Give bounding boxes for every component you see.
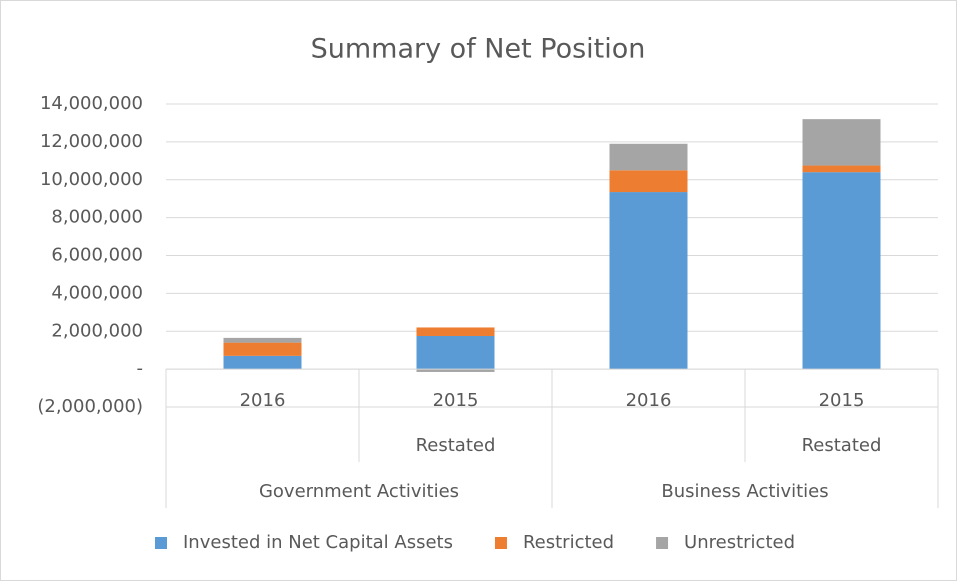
y-tick-label: 2,000,000 bbox=[51, 320, 143, 341]
bar-segment bbox=[802, 165, 881, 173]
bar-segment bbox=[223, 355, 302, 370]
bar-segment bbox=[416, 327, 495, 336]
group-label: Government Activities bbox=[259, 481, 459, 502]
y-tick-label: 14,000,000 bbox=[40, 93, 143, 114]
chart-title: Summary of Net Position bbox=[311, 34, 646, 65]
bar-segment bbox=[223, 342, 302, 356]
y-tick-label: (2,000,000) bbox=[37, 396, 143, 417]
bar-segment bbox=[802, 119, 881, 166]
legend-label: Unrestricted bbox=[684, 532, 795, 553]
y-tick-label: 10,000,000 bbox=[40, 169, 143, 190]
y-tick-label: 12,000,000 bbox=[40, 131, 143, 152]
x-tick-label: 2015 bbox=[433, 390, 479, 411]
y-tick-label: 8,000,000 bbox=[51, 207, 143, 228]
bar-segment bbox=[609, 192, 688, 370]
bar-segment bbox=[223, 337, 302, 343]
bar-segment bbox=[416, 369, 495, 372]
legend-swatch bbox=[155, 537, 167, 549]
y-tick-label: 6,000,000 bbox=[51, 245, 143, 266]
bar-segment bbox=[802, 172, 881, 370]
y-tick-label: - bbox=[137, 358, 144, 379]
legend-swatch bbox=[494, 537, 507, 549]
y-tick-label: 4,000,000 bbox=[51, 282, 143, 303]
x-tick-label: 2015 bbox=[819, 390, 865, 411]
legend-swatch bbox=[656, 537, 669, 549]
x-sublabel: Restated bbox=[802, 435, 882, 456]
x-sublabel: Restated bbox=[416, 435, 496, 456]
bar-segment bbox=[609, 143, 688, 171]
bar-segment bbox=[609, 170, 688, 193]
x-tick-label: 2016 bbox=[240, 390, 286, 411]
legend-label: Invested in Net Capital Assets bbox=[183, 532, 453, 553]
bar-segment bbox=[416, 335, 495, 370]
group-label: Business Activities bbox=[661, 481, 828, 502]
legend-label: Restricted bbox=[523, 532, 614, 553]
x-tick-label: 2016 bbox=[626, 390, 672, 411]
